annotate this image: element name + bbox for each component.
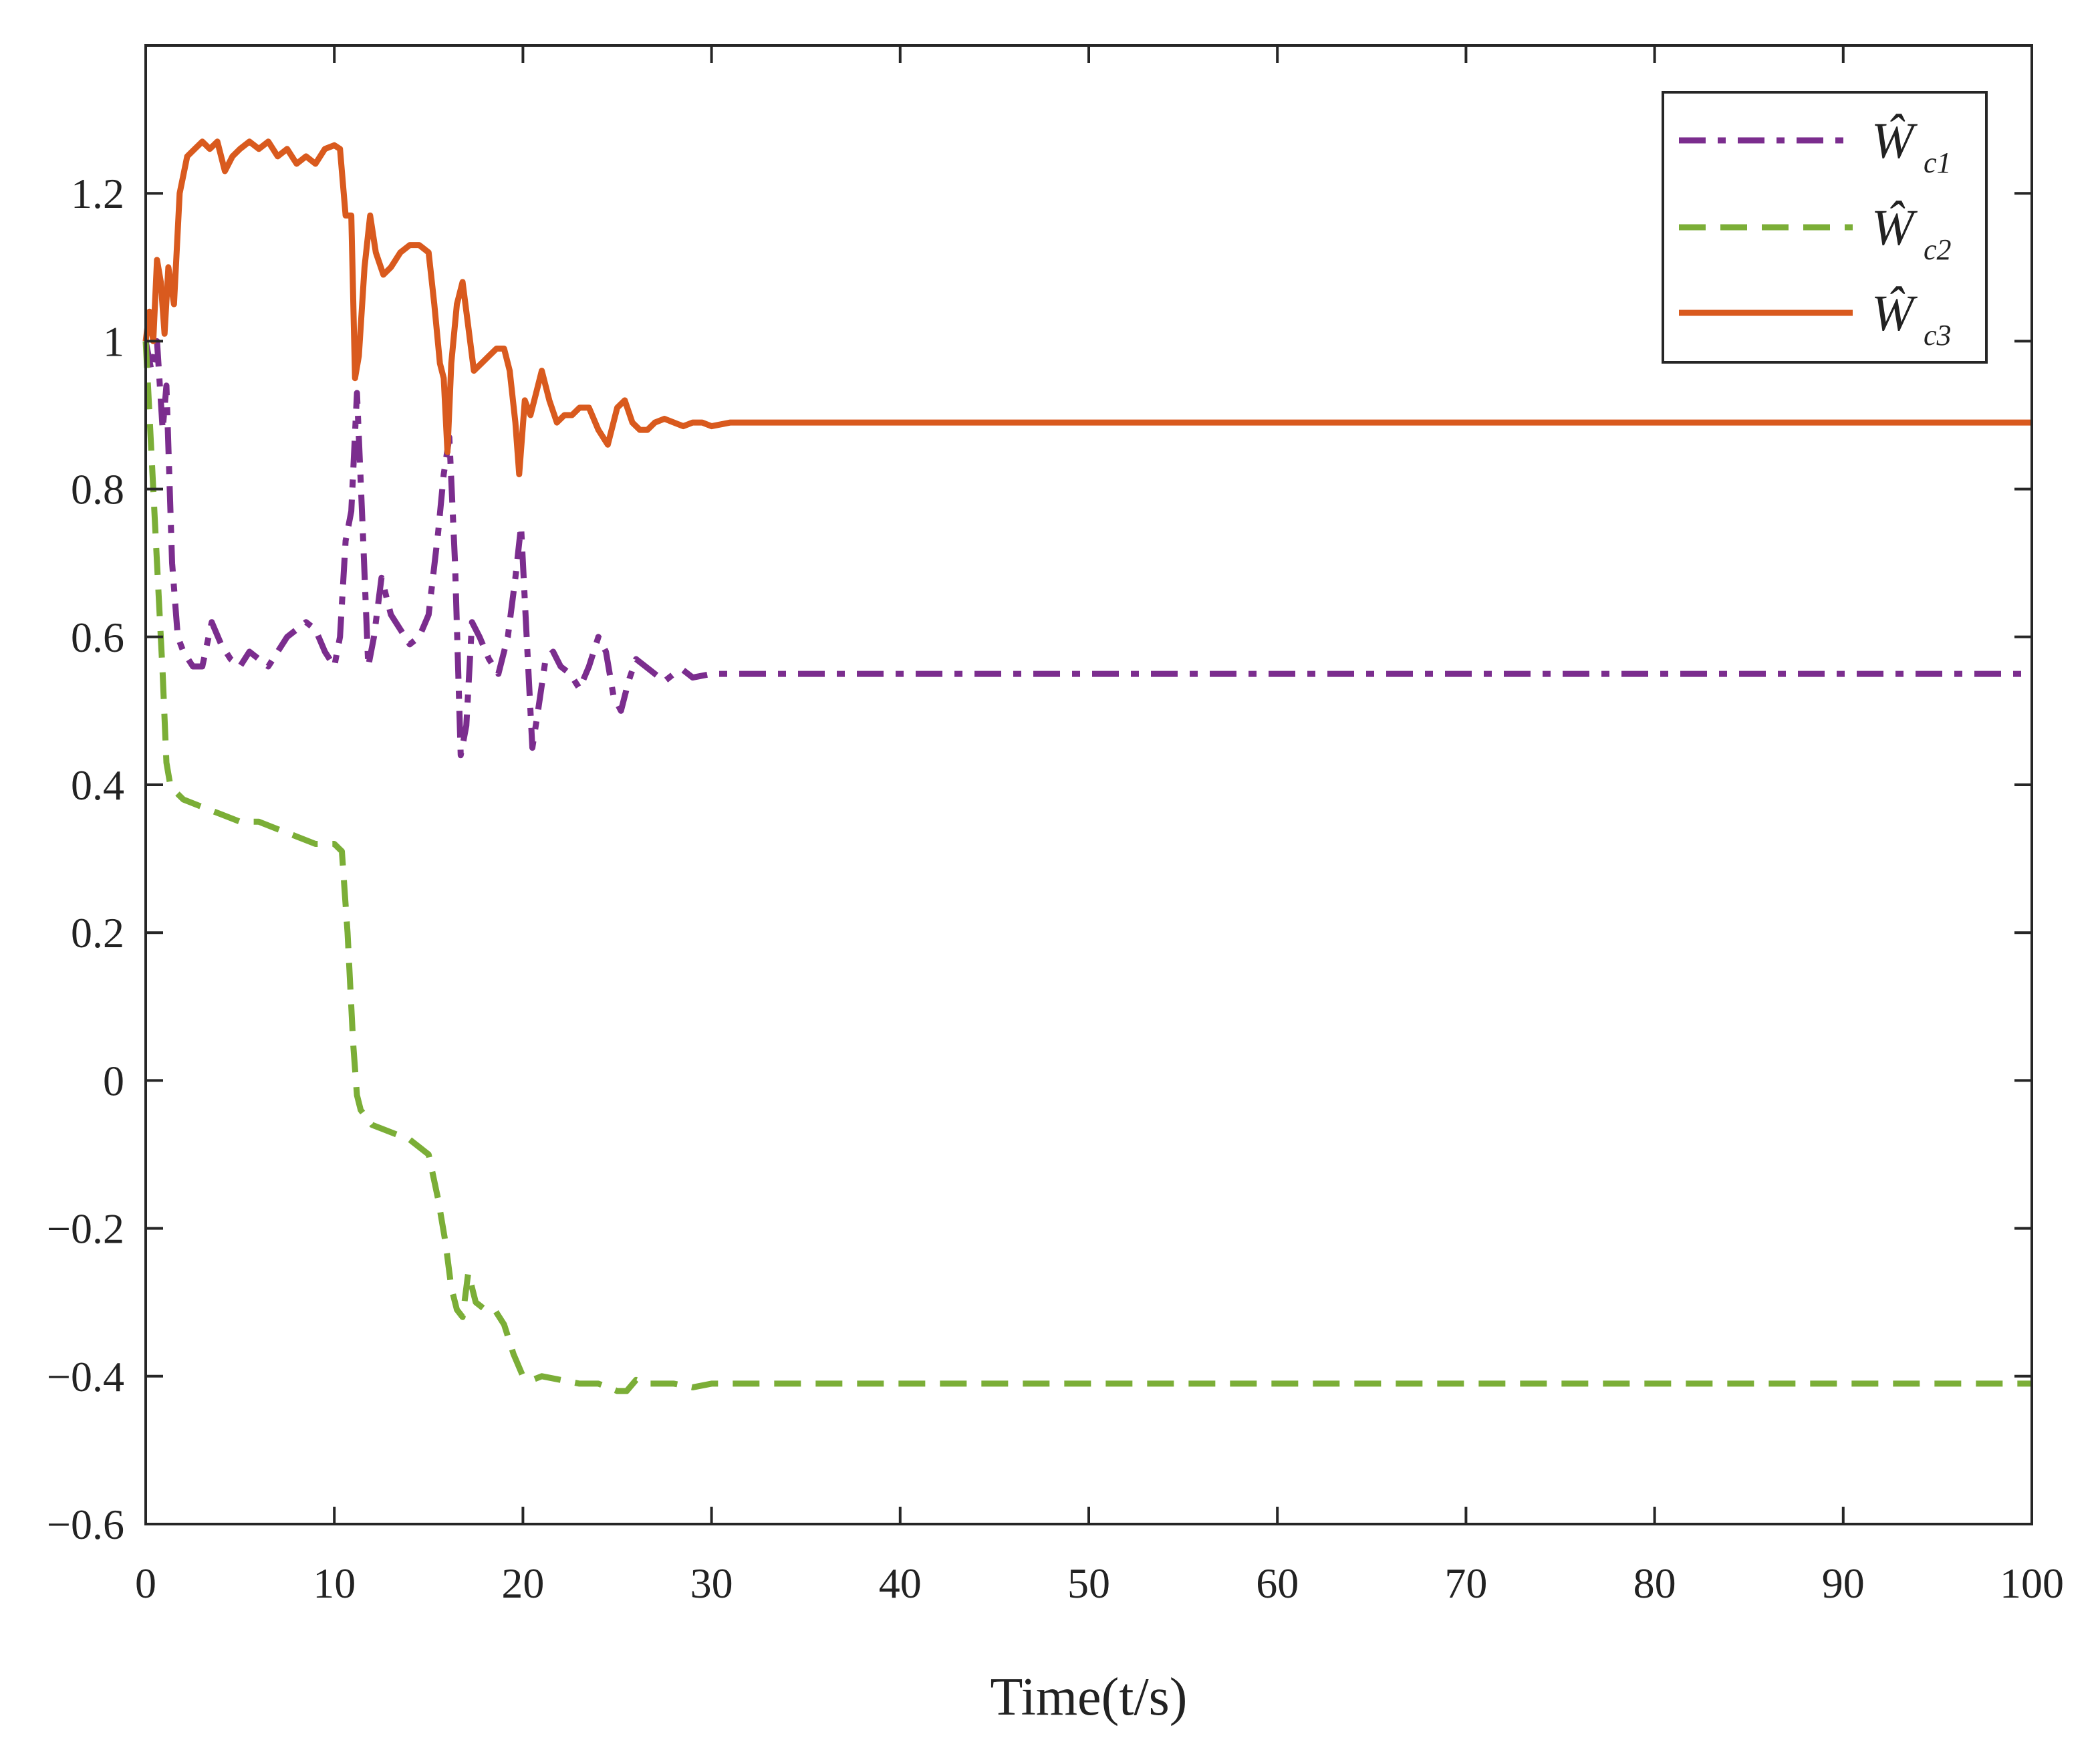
x-tick-label: 10 (313, 1560, 356, 1607)
x-axis-title: Time(t/s) (991, 1668, 1188, 1727)
y-tick-label: −0.6 (47, 1501, 124, 1548)
x-tick-label: 80 (1633, 1560, 1676, 1607)
legend-subscript-3: c3 (1924, 319, 1952, 352)
x-tick-label: 50 (1067, 1560, 1110, 1607)
legend-subscript-1: c1 (1924, 146, 1952, 179)
x-tick-label: 0 (135, 1560, 156, 1607)
x-tick-label: 40 (879, 1560, 922, 1607)
x-tick-label: 90 (1822, 1560, 1865, 1607)
y-tick-label: 0.4 (71, 761, 124, 809)
y-tick-label: 0 (103, 1057, 124, 1104)
legend-label-3: Ŵ (1871, 285, 1918, 342)
series-line-3 (142, 138, 2032, 477)
y-tick-label: 0.8 (71, 466, 124, 513)
x-tick-label: 20 (501, 1560, 544, 1607)
y-tick-label: −0.4 (47, 1353, 124, 1400)
legend-subscript-2: c2 (1924, 233, 1952, 266)
tick-layer: 0 10 20 30 40 50 60 70 80 90 100 −0.6 −0.4 −0.2 0 0.2 0.… (47, 45, 2064, 1607)
y-tick-label: 0.2 (71, 909, 124, 957)
series-line-2 (142, 341, 2032, 1394)
y-tick-label: 1.2 (71, 170, 124, 217)
legend: Ŵ c1Ŵ c2Ŵ c3 (1662, 91, 1988, 364)
y-tick-label: 1 (103, 318, 124, 365)
series-layer (142, 138, 2032, 1394)
x-tick-label: 100 (2000, 1560, 2064, 1607)
legend-label-1: Ŵ (1871, 113, 1918, 169)
x-tick-label: 70 (1444, 1560, 1487, 1607)
x-tick-label: 30 (690, 1560, 733, 1607)
series-line-1 (142, 338, 2032, 759)
y-tick-label: −0.2 (47, 1205, 124, 1253)
legend-label-2: Ŵ (1871, 200, 1918, 256)
y-tick-label: 0.6 (71, 614, 124, 661)
x-tick-label: 60 (1256, 1560, 1299, 1607)
